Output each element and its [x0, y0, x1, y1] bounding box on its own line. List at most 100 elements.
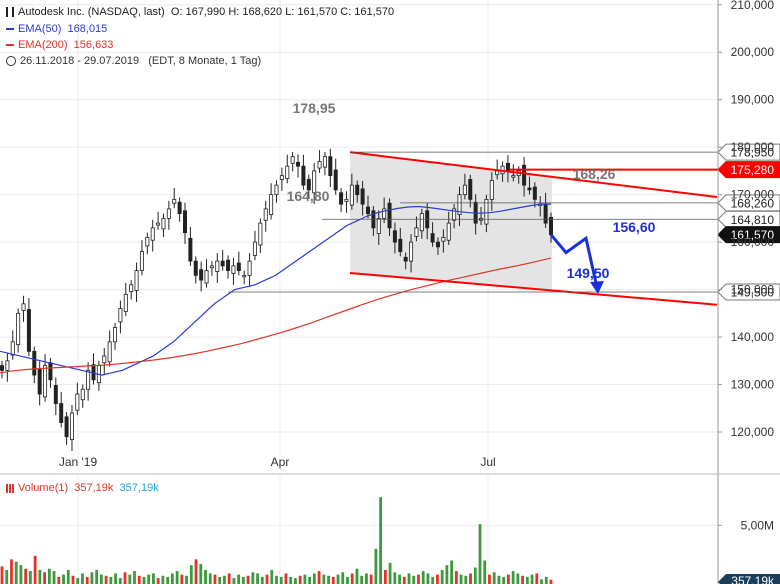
candle-body — [457, 194, 462, 215]
volume-bar — [421, 571, 425, 584]
ema200-label: EMA(200) — [18, 39, 68, 51]
candle-body — [247, 260, 252, 276]
candle-body — [75, 393, 80, 411]
volume-bar — [530, 574, 534, 584]
candle-body — [403, 256, 408, 262]
ema200-value: 156,633 — [73, 39, 114, 51]
volume-bar — [237, 574, 241, 584]
candle-body — [392, 230, 397, 243]
candle-body — [339, 192, 344, 205]
projection-path — [549, 233, 600, 293]
candle-body — [21, 303, 26, 311]
candle-body — [32, 350, 37, 376]
volume-bar — [232, 578, 236, 584]
candle-body — [236, 262, 241, 272]
volume-bar — [161, 575, 165, 584]
volume-bar — [549, 579, 553, 584]
candle-body — [16, 312, 21, 346]
volume-bar — [417, 574, 420, 584]
ohlc-values: O: 167,990 H: 168,620 L: 161,570 C: 161,… — [170, 6, 395, 18]
candle-body — [446, 222, 451, 241]
volume-bar — [289, 576, 293, 584]
volume-bar — [66, 569, 70, 584]
volume-bar — [0, 566, 4, 584]
candle-body — [139, 251, 144, 272]
volume-bar — [104, 575, 108, 584]
y-tick-label: 200,000 — [731, 45, 775, 59]
candle-body — [349, 184, 354, 206]
volume-bar — [317, 571, 321, 584]
volume-bar — [128, 574, 132, 584]
candle-body — [242, 274, 247, 278]
volume-bar — [85, 576, 89, 584]
volume-bar — [76, 578, 80, 584]
volume-bar — [19, 565, 23, 584]
candle-body — [182, 210, 187, 234]
candle-body — [252, 241, 257, 256]
candle-body — [382, 208, 387, 219]
candle-body — [398, 238, 403, 253]
date-range: 26.11.2018 - 29.07.2019 — [20, 55, 140, 67]
volume-label: Volume(1) — [18, 482, 69, 494]
x-tick-label: Jan '19 — [59, 455, 98, 469]
candle-body — [355, 184, 360, 196]
range-note: (EDT, 8 Monate, 1 Tag) — [148, 55, 262, 67]
price-tag-box — [717, 226, 780, 244]
candle-body — [328, 156, 333, 177]
candle-body — [549, 217, 554, 236]
volume-bar — [194, 559, 198, 584]
volume-value-red: 357,19k — [74, 482, 114, 494]
volume-bar — [142, 576, 146, 584]
candle-body — [43, 365, 48, 398]
x-tick-label: Apr — [271, 455, 290, 469]
volume-bar — [246, 575, 250, 584]
candle-body — [80, 388, 85, 401]
volume-bar — [99, 574, 103, 584]
candle-body — [0, 365, 4, 371]
candle-body — [209, 265, 214, 269]
volume-bar — [473, 567, 477, 584]
candle-body — [263, 208, 268, 221]
candle-body — [317, 161, 322, 169]
candle-body — [10, 341, 15, 356]
volume-bar — [175, 571, 179, 584]
price-tag-box — [717, 283, 780, 301]
volume-bar — [483, 560, 487, 584]
candle-body — [26, 309, 31, 352]
volume-bar — [393, 572, 397, 584]
volume-bars-icon — [6, 483, 15, 493]
y-tick-label: 190,000 — [731, 93, 775, 107]
candle-body — [376, 217, 381, 234]
candle-body — [118, 308, 123, 323]
volume-bar — [71, 575, 75, 584]
candle-body — [102, 355, 107, 364]
volume-bar — [90, 572, 94, 584]
volume-bar — [95, 569, 99, 584]
volume-bar — [33, 555, 37, 584]
candle-body — [269, 194, 274, 215]
candle-body — [258, 222, 263, 246]
candle-body — [123, 293, 128, 312]
candle-body — [166, 208, 171, 219]
candle-body — [150, 227, 155, 241]
volume-bar — [308, 576, 312, 584]
volume-bar — [436, 574, 439, 584]
volume-bar — [298, 575, 302, 584]
candle-body — [527, 187, 532, 191]
candle-body — [215, 260, 220, 272]
candle-body — [220, 260, 225, 267]
y-tick-label: 170,000 — [731, 188, 775, 202]
y-tick-label: 180,000 — [731, 140, 775, 154]
volume-bar — [341, 572, 345, 584]
volume-bar — [5, 569, 9, 584]
candle-body — [306, 179, 311, 191]
candle-body — [59, 403, 64, 423]
ema200-swatch-icon — [6, 44, 14, 47]
price-tag-box — [717, 143, 780, 161]
candle-body — [312, 170, 317, 194]
candle-body — [134, 270, 139, 291]
volume-bar — [147, 574, 151, 584]
volume-bar — [360, 575, 364, 584]
volume-bar — [133, 571, 136, 584]
volume-bar — [24, 568, 28, 584]
